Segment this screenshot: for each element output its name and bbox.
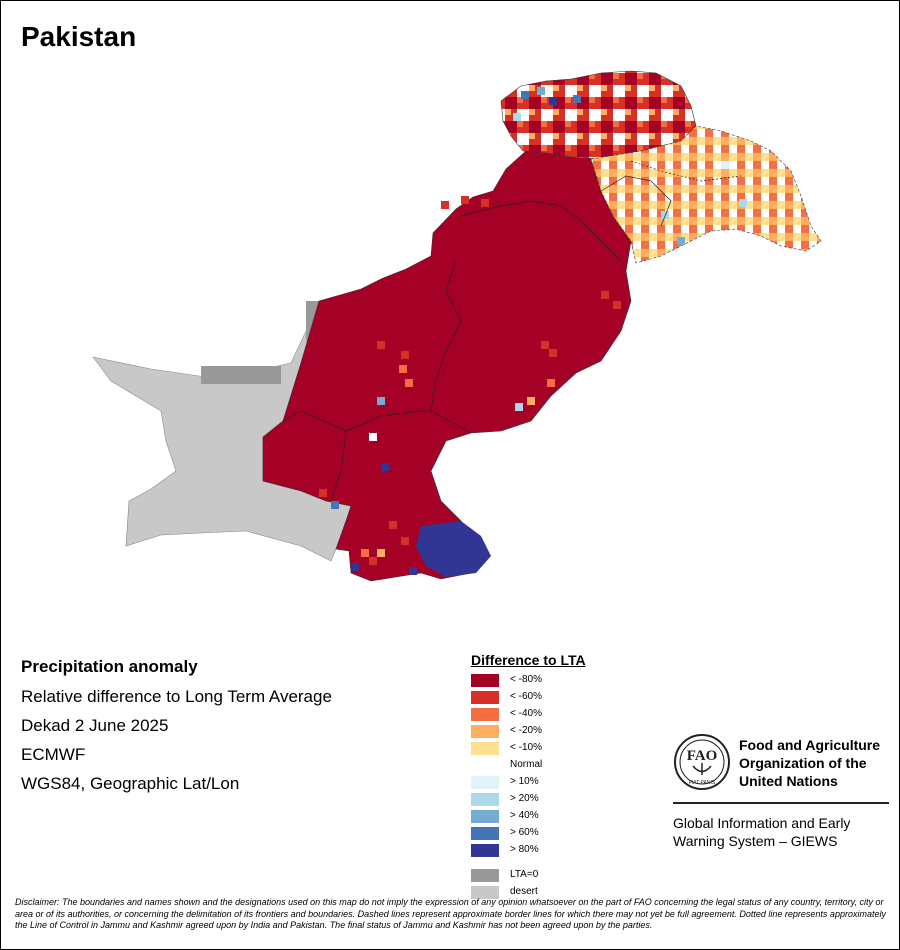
province-boundaries <box>282 160 742 502</box>
legend-swatch <box>471 674 499 687</box>
legend-label: < -60% <box>510 691 542 702</box>
legend-label: > 40% <box>510 810 539 821</box>
legend-swatch <box>471 708 499 721</box>
legend-label: < -40% <box>510 708 542 719</box>
org-name-line: United Nations <box>739 773 838 789</box>
wet-cell <box>549 97 557 105</box>
info-description: Relative difference to Long Term Average <box>21 687 332 706</box>
legend-title: Difference to LTA <box>471 652 586 668</box>
legend-item: Normal <box>471 757 651 774</box>
legend-swatch <box>471 776 499 789</box>
legend-item: < -60% <box>471 689 651 706</box>
legend-label: > 80% <box>510 844 539 855</box>
legend-label: Normal <box>510 759 543 770</box>
wet-cell <box>513 113 521 121</box>
legend-label: desert <box>510 886 538 897</box>
wet-cell <box>721 161 729 169</box>
wet-cell <box>739 199 747 207</box>
lta-zero-patch <box>201 366 281 384</box>
legend-label: < -20% <box>510 725 542 736</box>
legend-item: < -40% <box>471 706 651 723</box>
system-name-line: Global Information and Early <box>673 815 851 831</box>
legend-label: > 10% <box>510 776 539 787</box>
fao-logo-motto: FIAT PANIS <box>689 780 716 786</box>
system-name: Global Information and Early Warning Sys… <box>673 814 893 850</box>
legend-items: < -80% < -60% < -40% < -20% < -10% Normal > 10… <box>471 672 651 901</box>
info-period: Dekad 2 June 2025 <box>21 716 169 735</box>
legend-swatch <box>471 827 499 840</box>
legend-swatch <box>471 691 499 704</box>
legend-swatch <box>471 742 499 755</box>
dry-region <box>262 150 632 582</box>
map-legend: Difference to LTA < -80% < -60% < -40% < -2… <box>471 652 651 901</box>
legend-swatch <box>471 793 499 806</box>
legend-swatch <box>471 810 499 823</box>
org-name: Food and Agriculture Organization of the… <box>739 736 899 790</box>
wet-cell <box>677 237 685 245</box>
legend-label: > 20% <box>510 793 539 804</box>
system-name-line: Warning System – GIEWS <box>673 833 838 849</box>
legend-swatch <box>471 725 499 738</box>
legend-label: < -10% <box>510 742 542 753</box>
org-name-line: Food and Agriculture <box>739 737 881 753</box>
disclaimer: Disclaimer: The boundaries and names sho… <box>15 897 886 930</box>
org-name-line: Organization of the <box>739 755 867 771</box>
fao-logo-text: FAO <box>687 748 718 764</box>
wet-cell <box>537 87 545 95</box>
legend-swatch <box>471 759 499 772</box>
legend-swatch <box>471 886 499 899</box>
fao-logo-icon: FAO FIAT PANIS <box>674 734 730 790</box>
info-projection: WGS84, Geographic Lat/Lon <box>21 774 240 793</box>
legend-item: > 80% <box>471 842 651 859</box>
wet-cell <box>381 463 389 471</box>
wet-cell <box>331 501 339 509</box>
wet-cell <box>661 211 669 219</box>
legend-label: > 60% <box>510 827 539 838</box>
info-heading: Precipitation anomaly <box>21 657 198 676</box>
legend-label: LTA=0 <box>510 869 539 880</box>
wet-anomaly-patch <box>416 521 491 577</box>
legend-item: > 40% <box>471 808 651 825</box>
legend-swatch <box>471 844 499 857</box>
anomaly-map <box>92 70 822 582</box>
moderate-cells <box>319 196 621 575</box>
legend-item: LTA=0 <box>471 867 651 884</box>
legend-item: < -10% <box>471 740 651 757</box>
info-source: ECMWF <box>21 745 86 764</box>
legend-item: > 60% <box>471 825 651 842</box>
wet-cell <box>515 403 523 411</box>
legend-swatch <box>471 869 499 882</box>
map-info: Precipitation anomaly Relative differenc… <box>21 657 441 803</box>
kashmir-region <box>590 125 822 264</box>
legend-item: > 20% <box>471 791 651 808</box>
legend-item: desert <box>471 884 651 901</box>
legend-item: < -20% <box>471 723 651 740</box>
divider <box>673 802 889 804</box>
wet-cell <box>573 95 581 103</box>
legend-label: < -80% <box>510 674 542 685</box>
legend-item: < -80% <box>471 672 651 689</box>
wet-cell <box>377 397 385 405</box>
wet-cell <box>521 91 529 99</box>
map-title: Pakistan <box>21 21 137 52</box>
legend-item: > 10% <box>471 774 651 791</box>
